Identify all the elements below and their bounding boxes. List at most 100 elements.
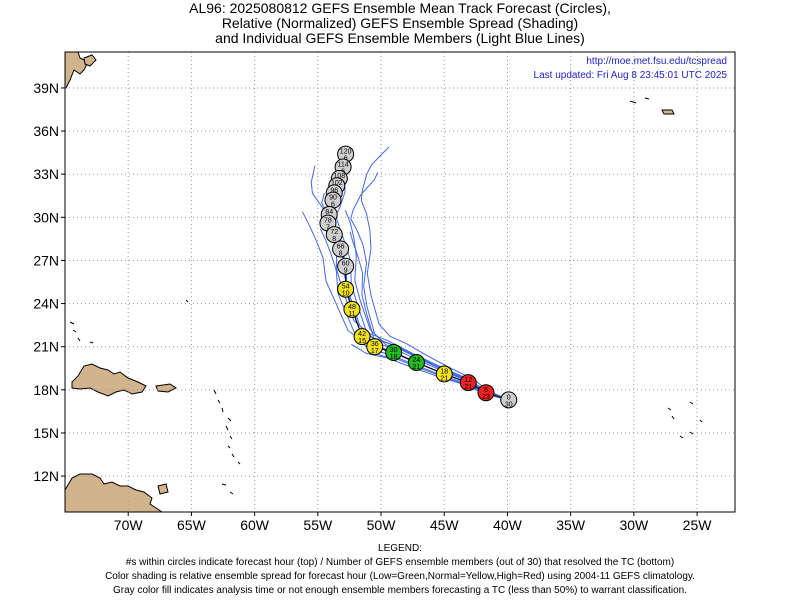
small-islands: [69, 97, 703, 495]
forecast-hour-label: 48: [348, 304, 356, 311]
map-frame: [64, 51, 736, 513]
forecast-point: 623: [477, 384, 495, 402]
title-line-1: AL96: 2025080812 GEFS Ensemble Mean Trac…: [189, 0, 611, 16]
legend-line-3: Gray color fill indicates analysis time …: [113, 585, 687, 596]
forecast-point: 906: [324, 191, 342, 209]
forecast-hour-label: 102: [331, 180, 343, 187]
forecast-point-circle: [332, 240, 350, 258]
member-count-label: 30: [505, 401, 513, 408]
lat-tick-label: 36N: [33, 123, 59, 139]
member-count-label: 15: [358, 338, 366, 345]
bahamas-islet: [69, 321, 94, 344]
lesser-antilles-islets: [213, 389, 241, 495]
forecast-point-circle: [337, 257, 355, 275]
member-count-label: 10: [342, 291, 350, 298]
lon-tick-label: 40W: [493, 517, 523, 533]
lat-tick-label: 21N: [33, 339, 59, 355]
forecast-hour-label: 72: [330, 229, 338, 236]
forecast-point-circle: [407, 354, 425, 371]
lat-tick-label: 15N: [33, 425, 59, 441]
forecast-hour-label: 120: [340, 149, 352, 156]
forecast-point-circle: [366, 338, 384, 356]
forecast-point: 609: [337, 257, 355, 275]
azores-island: [661, 109, 675, 115]
forecast-point-circle: [325, 226, 343, 244]
member-count-label: 7: [326, 225, 330, 232]
lat-lon-grid: [65, 52, 735, 512]
forecast-hour-label: 42: [358, 331, 366, 338]
forecast-point-circle: [435, 365, 453, 383]
forecast-hour-label: 66: [337, 243, 345, 250]
forecast-point: 668: [332, 240, 350, 258]
forecast-point: 030: [500, 391, 518, 409]
member-count-label: 21: [413, 364, 421, 371]
forecast-hour-label: 114: [338, 162, 349, 169]
lon-tick-label: 60W: [240, 517, 270, 533]
lat-tick-label: 33N: [33, 166, 59, 182]
member-count-label: 11: [348, 311, 355, 318]
legend-heading: LEGEND:: [378, 543, 422, 554]
forecast-hour-label: 30: [390, 347, 398, 354]
forecast-point-circle: [500, 391, 518, 409]
forecast-hour-label: 18: [440, 369, 448, 376]
azores-islets: [629, 97, 650, 104]
lat-tick-label: 24N: [33, 296, 59, 312]
lat-tick-label: 30N: [33, 209, 59, 225]
forecast-hour-label: 96: [330, 187, 338, 194]
longitude-labels: 70W 65W 60W 55W 50W 45W 40W 35W 30W 25W: [114, 512, 712, 533]
title-line-3: and Individual GEFS Ensemble Members (Li…: [215, 30, 585, 46]
member-count-label: 21: [440, 376, 448, 383]
forecast-hour-label: 0: [507, 394, 511, 401]
member-track-line: [360, 146, 509, 401]
member-count-label: 17: [371, 348, 379, 355]
lat-tick-label: 18N: [33, 382, 59, 398]
lat-tick-label: 12N: [33, 468, 59, 484]
forecast-hour-label: 24: [413, 357, 421, 364]
lon-tick-label: 30W: [619, 517, 649, 533]
member-count-label: 9: [344, 268, 348, 275]
lon-tick-label: 70W: [114, 517, 144, 533]
lon-tick-label: 45W: [430, 517, 460, 533]
member-count-label: 8: [332, 236, 336, 243]
forecast-point-circle: [459, 374, 477, 392]
track-map: 1206114610861026966906847787728668609541…: [33, 51, 736, 533]
lat-tick-label: 39N: [33, 80, 59, 96]
member-count-label: 23: [482, 394, 490, 401]
forecast-hour-label: 54: [342, 284, 350, 291]
lon-tick-label: 50W: [367, 517, 397, 533]
map-background: [65, 52, 735, 512]
land-masses: [65, 52, 675, 512]
hispaniola-island: [71, 363, 147, 397]
cape-verde-islets: [667, 401, 703, 439]
trinidad-island: [157, 483, 169, 495]
member-count-label: 18: [390, 354, 398, 361]
forecast-hour-label: 84: [325, 209, 333, 216]
member-count-label: 8: [339, 250, 343, 257]
legend-line-1: #s within circles indicate forecast hour…: [125, 557, 675, 568]
lat-tick-label: 27N: [33, 252, 59, 268]
member-count-label: 21: [464, 384, 472, 391]
forecast-point-circle: [385, 343, 403, 361]
forecast-hour-label: 78: [324, 218, 332, 225]
forecast-point: 728: [325, 226, 343, 244]
forecast-point-circle: [343, 300, 361, 318]
lon-tick-label: 35W: [556, 517, 586, 533]
forecast-point-circle: [337, 280, 355, 298]
credit-updated: Last updated: Fri Aug 8 23:45:01 UTC 202…: [534, 70, 728, 81]
forecast-position-markers: 1206114610861026966906847787728668609541…: [319, 145, 518, 409]
lon-tick-label: 25W: [683, 517, 713, 533]
forecast-point-circle: [353, 328, 371, 346]
latitude-labels: 12N 15N 18N 21N 24N 27N 30N 33N 36N 39N: [33, 80, 65, 484]
forecast-hour-label: 36: [371, 341, 379, 348]
legend-line-2: Color shading is relative ensemble sprea…: [105, 571, 695, 582]
lon-tick-label: 65W: [177, 517, 207, 533]
bermuda-islet: [185, 299, 189, 303]
forecast-point-circle: [477, 384, 495, 402]
credit-url: http://moe.met.fsu.edu/tcspread: [586, 56, 727, 67]
